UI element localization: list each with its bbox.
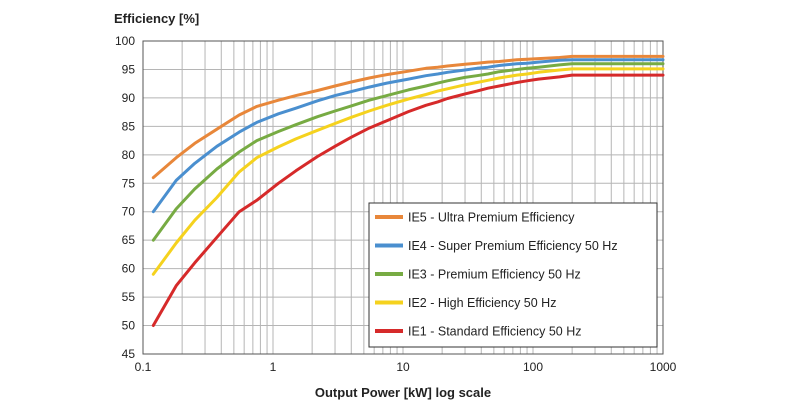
legend-label: IE2 - High Efficiency 50 Hz xyxy=(408,296,556,310)
series-line xyxy=(151,54,665,180)
x-tick-label: 10 xyxy=(396,360,410,374)
legend-box xyxy=(368,202,658,348)
plot-frame xyxy=(142,40,664,355)
y-tick-label: 95 xyxy=(122,62,136,76)
y-tick-label: 45 xyxy=(122,347,136,361)
y-tick-label: 65 xyxy=(122,233,136,247)
y-tick-label: 75 xyxy=(122,176,136,190)
y-tick-label: 60 xyxy=(122,262,136,276)
legend-label: IE4 - Super Premium Efficiency 50 Hz xyxy=(408,239,618,253)
series-lines xyxy=(151,54,665,327)
x-axis-ticks: 0.1 1 10 100 1000 xyxy=(135,360,677,374)
y-tick-label: 100 xyxy=(115,34,135,48)
legend-label: IE3 - Premium Efficiency 50 Hz xyxy=(408,268,581,282)
series-line xyxy=(151,73,665,327)
series-line xyxy=(151,58,665,214)
series-line xyxy=(151,62,665,242)
y-axis-label: Efficiency [%] xyxy=(114,11,199,26)
x-tick-label: 1 xyxy=(270,360,277,374)
y-tick-label: 50 xyxy=(122,319,136,333)
legend: IE5 - Ultra Premium Efficiency IE4 - Supe… xyxy=(368,202,658,348)
x-tick-label: 100 xyxy=(523,360,543,374)
legend-label: IE5 - Ultra Premium Efficiency xyxy=(408,211,575,225)
legend-label: IE1 - Standard Efficiency 50 Hz xyxy=(408,325,581,339)
y-tick-label: 70 xyxy=(122,205,136,219)
y-axis-ticks: 45 50 55 60 65 70 75 80 85 90 95 100 xyxy=(115,34,135,361)
x-axis-label: Output Power [kW] log scale xyxy=(315,385,491,400)
y-tick-label: 85 xyxy=(122,119,136,133)
y-tick-label: 80 xyxy=(122,148,136,162)
x-tick-label: 0.1 xyxy=(135,360,152,374)
y-tick-label: 90 xyxy=(122,91,136,105)
x-tick-label: 1000 xyxy=(650,360,677,374)
series-line xyxy=(151,67,665,276)
y-tick-label: 55 xyxy=(122,290,136,304)
